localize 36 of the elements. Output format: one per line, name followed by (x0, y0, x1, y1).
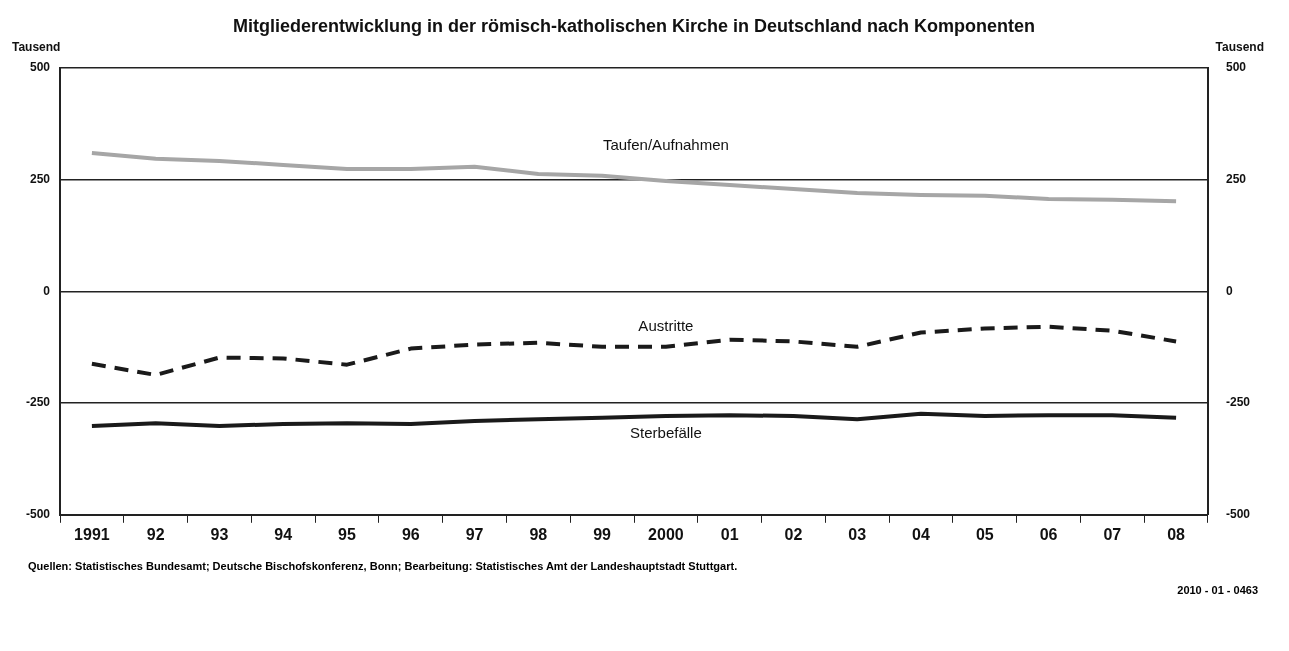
chart-title: Mitgliederentwicklung in der römisch-katholischen Kirche in Deutschland nach Komponenten (232, 16, 1036, 36)
y-tick-label: -250 (25, 395, 51, 410)
series-label: Austritte (638, 317, 694, 335)
x-tick-label: 92 (146, 525, 165, 543)
y2-tick-label: 0 (1225, 283, 1233, 298)
x-tick-label: 05 (975, 525, 994, 543)
x-tick-label: 06 (1039, 525, 1058, 543)
y2-tick-label: -500 (1225, 507, 1251, 522)
text: 2010 - 01 - 0463 (1176, 584, 1258, 596)
x-tick-label: 02 (784, 525, 803, 543)
x-tick-label: 08 (1167, 525, 1186, 543)
y-tick-label: 0 (43, 283, 51, 298)
y-tick-label: -500 (25, 507, 51, 522)
x-tick-label: 94 (274, 525, 293, 543)
x-tick-label: 98 (529, 525, 548, 543)
x-tick-label: 03 (848, 525, 867, 543)
series-label: Sterbefälle (630, 423, 702, 441)
x-tick-label: 99 (593, 525, 612, 543)
x-tick-label: 93 (210, 525, 229, 543)
y2-axis-title: Tausend (1215, 40, 1264, 55)
x-tick-label: 07 (1103, 525, 1122, 543)
x-tick-label: 1991 (74, 525, 110, 543)
y-tick-label: 250 (29, 172, 51, 187)
x-tick-label: 04 (912, 525, 930, 543)
x-tick-label: 01 (720, 525, 739, 543)
x-tick-label: 2000 (648, 525, 684, 543)
y2-tick-label: 500 (1225, 60, 1247, 75)
x-tick-label: 97 (465, 525, 484, 543)
x-tick-label: 96 (401, 525, 420, 543)
source-note: Quellen: Statistisches Bundesamt; Deutsche Bischofskonferenz, Bonn; Bearbeitung: Statistisches Amt der Landeshauptstadt Stuttgart. (28, 560, 739, 572)
y-axis-title: Tausend (12, 40, 61, 55)
y-tick-label: 500 (29, 60, 51, 75)
x-tick-label: 95 (338, 525, 357, 543)
y2-tick-label: -250 (1225, 395, 1251, 410)
y2-tick-label: 250 (1225, 172, 1247, 187)
series-label: Taufen/Aufnahmen (602, 135, 729, 153)
